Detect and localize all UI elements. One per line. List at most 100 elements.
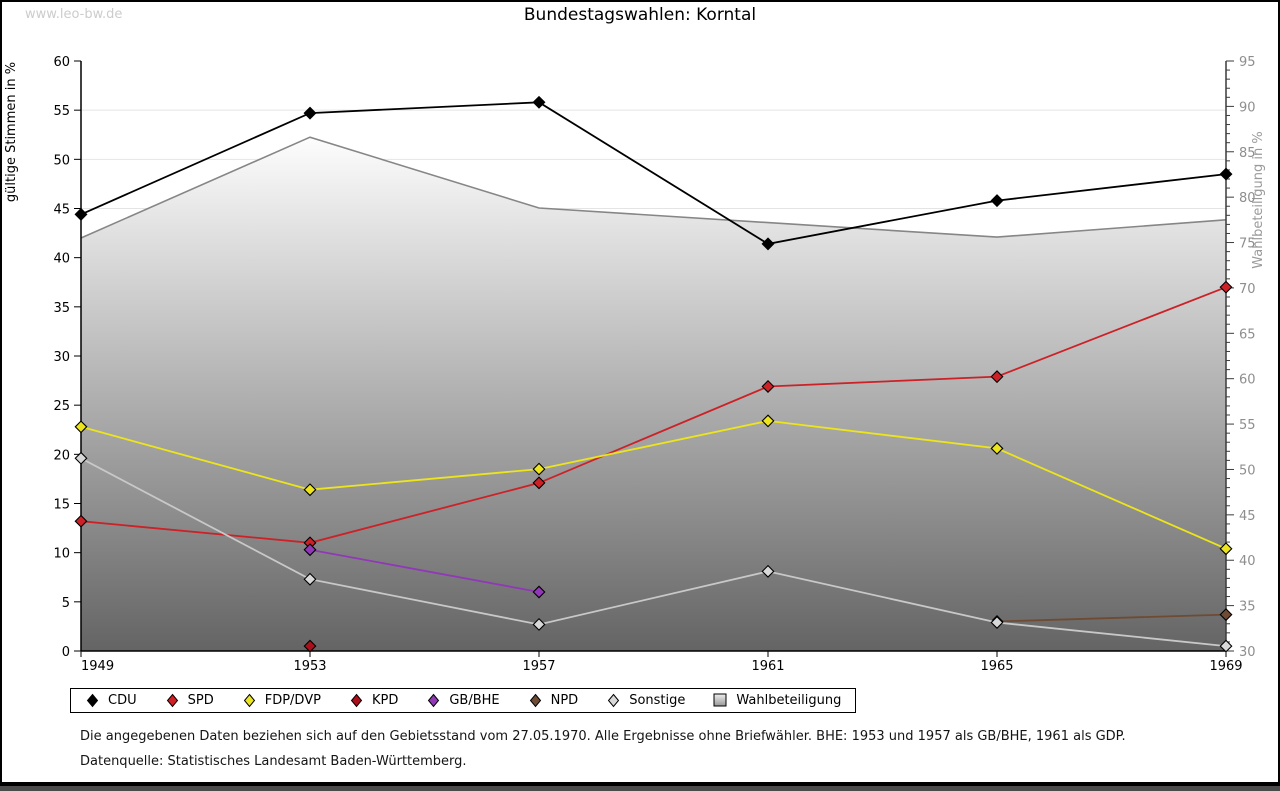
- svg-text:40: 40: [53, 252, 70, 267]
- data-point-gb-bhe-1957: [532, 585, 546, 599]
- data-point-fdp-dvp-1949: [74, 420, 88, 434]
- diamond-marker-icon: [350, 693, 363, 708]
- diamond-marker-icon: [529, 693, 541, 708]
- legend-label: Wahlbeteiligung: [736, 693, 842, 708]
- y-axis-left: 0 5 10 15 20 25 30 35 40 45 50 55 60: [53, 55, 81, 660]
- series-fdp-dvp: [74, 414, 1233, 556]
- svg-text:20: 20: [53, 448, 70, 463]
- svg-text:55: 55: [1239, 418, 1256, 433]
- y-axis-left-title: gültige Stimmen in %: [4, 62, 19, 202]
- svg-text:30: 30: [53, 350, 70, 365]
- svg-text:35: 35: [53, 301, 70, 316]
- svg-text:1957: 1957: [522, 659, 555, 674]
- svg-text:10: 10: [53, 547, 70, 562]
- chart-legend: CDU SPD FDP/DVP KPD GB/BHE NPD Sonstige Wahlbet…: [70, 688, 857, 713]
- watermark-leo-bw: www.leo-bw.de: [25, 7, 123, 22]
- svg-text:45: 45: [53, 203, 70, 218]
- diamond-marker-icon: [608, 693, 620, 708]
- diamond-marker-icon: [86, 693, 99, 708]
- data-point-sonstige-1969: [1219, 639, 1233, 653]
- data-point-spd-1969: [1219, 280, 1233, 294]
- legend-item-kpd: KPD: [349, 693, 398, 708]
- svg-text:70: 70: [1239, 282, 1256, 297]
- x-axis: 1949 1953 1957 1961 1965 1969: [80, 651, 1243, 674]
- legend-label: SPD: [187, 693, 214, 708]
- svg-text:65: 65: [1239, 327, 1256, 342]
- svg-text:85: 85: [1239, 146, 1256, 161]
- svg-text:50: 50: [53, 153, 70, 168]
- y-axis-right-title: Wahlbeteiligung in %: [1251, 131, 1266, 268]
- svg-text:55: 55: [53, 104, 70, 119]
- legend-item-sonstige: Sonstige: [606, 693, 685, 708]
- series-gb-bhe: [303, 543, 546, 599]
- svg-text:45: 45: [1239, 509, 1256, 524]
- svg-text:75: 75: [1239, 237, 1256, 252]
- svg-text:1949: 1949: [81, 659, 114, 674]
- legend-label: CDU: [108, 693, 137, 708]
- data-point-npd-1969: [1219, 608, 1233, 622]
- series-sonstige: [74, 451, 1233, 653]
- data-point-spd-1949: [74, 514, 88, 528]
- data-point-sonstige-1957: [532, 617, 546, 631]
- legend-item-gb-bhe: GB/BHE: [426, 693, 500, 708]
- footnote-datenquelle: Datenquelle: Statistisches Landesamt Bad…: [80, 754, 467, 769]
- y-axis-right: 30 35 40 45 50 55 60 65 70 75 80 85 90 95: [1226, 55, 1256, 660]
- svg-text:30: 30: [1239, 645, 1256, 660]
- diamond-marker-icon: [243, 693, 255, 708]
- svg-text:1969: 1969: [1209, 659, 1242, 674]
- legend-label: Sonstige: [629, 693, 686, 708]
- data-point-gb-bhe-1953: [303, 543, 317, 557]
- data-point-cdu-1965: [990, 194, 1004, 208]
- data-point-cdu-1969: [1219, 167, 1233, 181]
- legend-label: KPD: [371, 693, 399, 708]
- data-point-spd-1957: [532, 476, 546, 490]
- data-point-cdu-1957: [532, 95, 546, 109]
- square-marker-icon: [713, 693, 727, 707]
- svg-text:95: 95: [1239, 55, 1256, 70]
- data-point-sonstige-1961: [761, 564, 775, 578]
- footnote-gebietsstand: Die angegebenen Daten beziehen sich auf …: [80, 729, 1126, 744]
- legend-item-npd: NPD: [528, 693, 579, 708]
- data-point-fdp-dvp-1957: [532, 462, 546, 476]
- svg-text:1953: 1953: [293, 659, 326, 674]
- data-point-sonstige-1949: [74, 451, 88, 465]
- svg-text:80: 80: [1239, 191, 1256, 206]
- data-point-cdu-1953: [303, 106, 317, 120]
- svg-text:35: 35: [1239, 600, 1256, 615]
- series-cdu: [74, 95, 1233, 251]
- diamond-marker-icon: [428, 693, 440, 708]
- legend-item-wahlbeteiligung: Wahlbeteiligung: [713, 693, 841, 708]
- data-point-fdp-dvp-1965: [990, 441, 1004, 455]
- data-point-spd-1961: [761, 380, 775, 393]
- data-point-fdp-dvp-1969: [1219, 542, 1233, 556]
- svg-text:25: 25: [53, 399, 70, 414]
- data-point-cdu-1949: [74, 207, 88, 221]
- chart-title: Bundestagswahlen: Korntal: [523, 5, 757, 25]
- data-point-fdp-dvp-1953: [303, 483, 317, 497]
- election-line-chart: 0 5 10 15 20 25 30 35 40 45 50 55 60 30 35 40 45 50 55 60 65…: [4, 55, 1266, 674]
- data-point-sonstige-1953: [303, 572, 317, 586]
- data-point-spd-1965: [990, 370, 1004, 384]
- svg-text:1961: 1961: [751, 659, 784, 674]
- diamond-marker-icon: [166, 693, 178, 708]
- legend-item-cdu: CDU: [85, 693, 137, 708]
- data-point-cdu-1961: [761, 237, 775, 251]
- series-spd: [74, 280, 1233, 550]
- legend-item-spd: SPD: [165, 693, 214, 708]
- legend-label: NPD: [550, 693, 579, 708]
- svg-text:50: 50: [1239, 463, 1256, 478]
- svg-text:40: 40: [1239, 554, 1256, 569]
- svg-text:15: 15: [53, 498, 70, 513]
- legend-label: FDP/DVP: [264, 693, 321, 708]
- svg-text:0: 0: [62, 645, 70, 660]
- data-point-kpd-1953: [303, 639, 317, 653]
- svg-text:60: 60: [53, 55, 70, 70]
- series-wahlbeteiligung-area: [80, 136, 1227, 651]
- legend-label: GB/BHE: [449, 693, 500, 708]
- svg-text:5: 5: [62, 596, 70, 611]
- series-kpd: [303, 639, 317, 653]
- legend-item-fdp-dvp: FDP/DVP: [242, 693, 321, 708]
- svg-text:60: 60: [1239, 373, 1256, 388]
- data-point-sonstige-1965: [990, 616, 1004, 629]
- svg-text:90: 90: [1239, 100, 1256, 115]
